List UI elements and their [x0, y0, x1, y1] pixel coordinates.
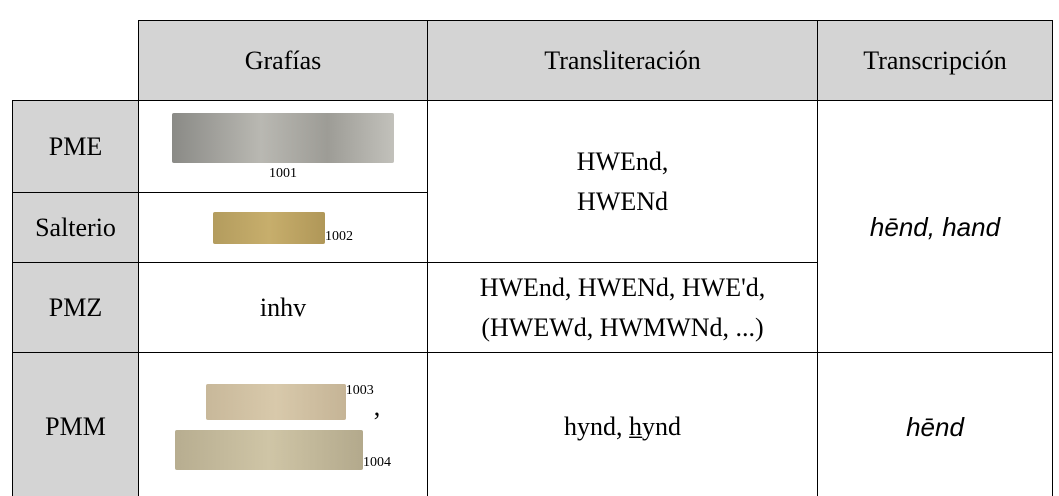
- corner-cell: [12, 20, 139, 101]
- graphy-item: 1003 ,: [205, 383, 381, 421]
- row-label: PMZ: [12, 262, 139, 353]
- row-label-text: Salterio: [35, 212, 116, 242]
- graphy-cell: 1002: [138, 192, 428, 263]
- graphy-text: inhv: [259, 292, 307, 322]
- transcription-cell: hēnd, hand: [817, 100, 1053, 353]
- row-label: Salterio: [12, 192, 139, 263]
- manuscript-image: [205, 384, 346, 420]
- graphy-item: 1001: [172, 112, 394, 181]
- transliteration-line: HWENd: [577, 186, 668, 216]
- footnote-ref: 1004: [363, 455, 391, 470]
- transliteration-cell: HWEnd, HWENd: [427, 100, 818, 263]
- manuscript-image: [213, 211, 325, 244]
- graphy-cell: 1001: [138, 100, 428, 193]
- footnote-ref: 1002: [325, 228, 353, 244]
- row-label: PMM: [12, 352, 139, 496]
- graphy-item: 1002: [213, 211, 353, 244]
- manuscript-image: [175, 430, 363, 470]
- transcription-cell: hēnd: [817, 352, 1053, 496]
- transcription-text: hēnd: [906, 412, 964, 442]
- graphy-item: 1004: [175, 430, 391, 470]
- header-cell: Transliteración: [427, 20, 818, 101]
- transliteration-line: HWEnd,: [576, 146, 669, 176]
- transcription-text: hēnd, hand: [869, 211, 1001, 242]
- row-label-text: PMM: [45, 412, 106, 441]
- header-text: Transliteración: [544, 45, 701, 75]
- header-text: Grafías: [244, 45, 322, 75]
- transliteration-line: hynd, h̲ynd: [564, 412, 681, 441]
- header-text: Transcripción: [863, 45, 1007, 75]
- transliteration-cell: hynd, h̲ynd: [427, 352, 818, 496]
- separator: ,: [373, 392, 381, 421]
- transliteration-cell: HWEnd, HWENd, HWE'd, (HWEWd, HWMWNd, ...…: [427, 262, 818, 353]
- row-label: PME: [12, 100, 139, 193]
- header-cell: Grafías: [138, 20, 428, 101]
- header-cell: Transcripción: [817, 20, 1053, 101]
- footnote-ref: 1003: [345, 383, 374, 398]
- row-label-text: PME: [48, 131, 103, 161]
- graphy-cell: inhv: [138, 262, 428, 353]
- transliteration-line: HWEnd, HWENd, HWE'd,: [479, 272, 766, 302]
- transliteration-line: (HWEWd, HWMWNd, ...): [481, 312, 764, 342]
- row-label-text: PMZ: [48, 292, 103, 322]
- manuscript-image: [172, 112, 394, 163]
- graphy-cell: 1003 , 1004: [138, 352, 428, 496]
- footnote-ref: 1001: [269, 165, 297, 181]
